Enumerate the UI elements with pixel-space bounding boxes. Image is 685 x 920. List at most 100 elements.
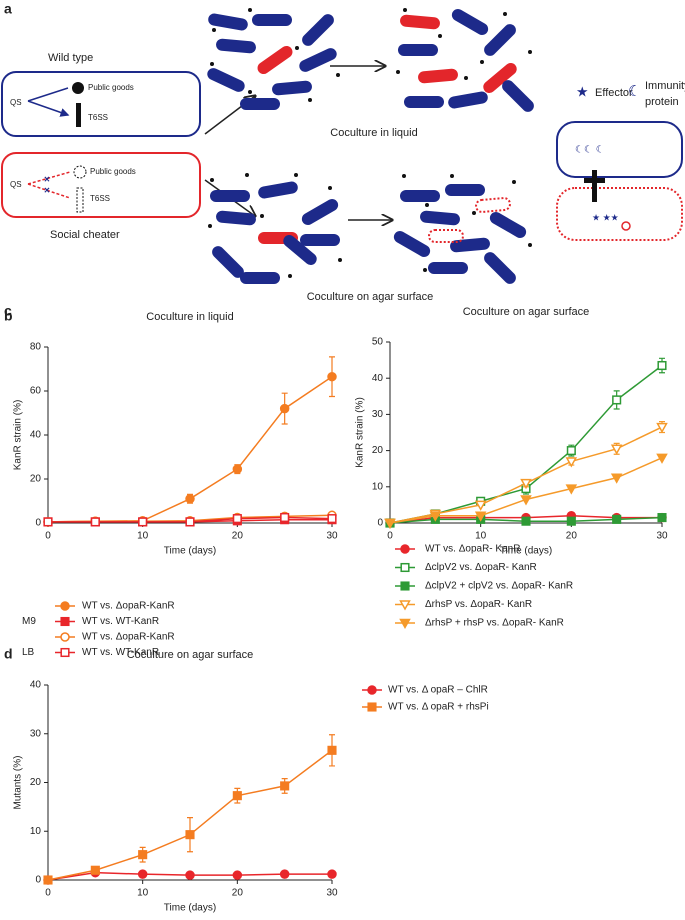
chart-title: Coculture in liquid bbox=[146, 311, 233, 323]
legend-marker bbox=[400, 562, 410, 573]
public-goods bbox=[245, 173, 249, 177]
x-tick-label: 10 bbox=[137, 888, 149, 899]
marker bbox=[565, 457, 578, 468]
legend-label: WT vs. ΔopaR-KanR bbox=[82, 632, 175, 643]
x-tick-label: 20 bbox=[232, 888, 244, 899]
legend-marker bbox=[60, 616, 70, 627]
marker bbox=[138, 850, 148, 860]
public-goods bbox=[425, 203, 429, 207]
y-tick-label: 0 bbox=[377, 518, 383, 529]
y-axis-label: Mutants (%) bbox=[13, 756, 24, 810]
legend-marker bbox=[400, 544, 410, 554]
x-tick-label: 30 bbox=[326, 531, 338, 542]
y-axis-label: KanR strain (%) bbox=[13, 400, 24, 471]
public-goods bbox=[210, 178, 214, 182]
x-tick-label: 0 bbox=[387, 531, 393, 542]
cell-box bbox=[556, 121, 683, 178]
label: Wild type bbox=[48, 52, 93, 64]
legend-marker bbox=[367, 685, 377, 695]
marker bbox=[185, 517, 195, 527]
legend-label: ΔclpV2 + clpV2 vs. ΔopaR- KanR bbox=[425, 581, 573, 592]
legend-marker bbox=[399, 618, 411, 630]
public-goods bbox=[528, 243, 532, 247]
bacterium bbox=[210, 190, 250, 202]
marker bbox=[90, 517, 100, 527]
marker bbox=[185, 494, 195, 504]
y-tick-label: 10 bbox=[30, 826, 42, 837]
public-goods bbox=[336, 73, 340, 77]
marker bbox=[566, 516, 576, 526]
effector-icon: ★ ★★ bbox=[592, 212, 619, 222]
marker bbox=[612, 514, 622, 524]
bacterium bbox=[428, 262, 468, 274]
block-icon: × bbox=[44, 186, 50, 197]
public-goods bbox=[212, 28, 216, 32]
legend-label: WT vs. ΔopaR-KanR bbox=[82, 601, 175, 612]
legend-label: WT vs. Δ opaR + rhsPi bbox=[388, 702, 489, 713]
x-tick-label: 0 bbox=[45, 531, 51, 542]
public-goods bbox=[512, 180, 516, 184]
label: Social cheater bbox=[50, 229, 120, 241]
marker bbox=[327, 371, 337, 382]
marker bbox=[280, 781, 290, 791]
lysed-bacterium bbox=[475, 197, 511, 213]
legend-group-label: M9 bbox=[22, 616, 36, 627]
y-tick-label: 40 bbox=[30, 680, 42, 691]
marker bbox=[610, 473, 623, 484]
public-goods bbox=[528, 50, 532, 54]
y-tick-label: 20 bbox=[372, 445, 384, 456]
legend-marker bbox=[60, 647, 70, 658]
bacterium bbox=[398, 44, 438, 56]
marker bbox=[185, 870, 195, 880]
marker bbox=[232, 514, 242, 524]
marker bbox=[657, 360, 667, 371]
y-tick-label: 20 bbox=[30, 777, 42, 788]
series-line bbox=[47, 749, 333, 881]
public-goods bbox=[480, 60, 484, 64]
bacterium bbox=[240, 272, 280, 284]
panel-label: c bbox=[4, 303, 12, 319]
y-tick-label: 20 bbox=[30, 474, 42, 485]
bacterium bbox=[299, 48, 337, 72]
bacterium bbox=[272, 80, 312, 96]
marker bbox=[565, 484, 578, 495]
legend-label: WT vs. WT-KanR bbox=[82, 647, 159, 658]
public-goods bbox=[295, 46, 299, 50]
bacterium bbox=[502, 80, 534, 112]
bacterium bbox=[484, 252, 516, 284]
legend-marker bbox=[399, 600, 411, 611]
public-goods-icon bbox=[73, 165, 87, 179]
bacterium bbox=[216, 210, 256, 226]
y-tick-label: 30 bbox=[372, 409, 384, 420]
y-tick-label: 50 bbox=[372, 337, 384, 348]
marker bbox=[232, 870, 243, 880]
y-axis-label: KanR strain (%) bbox=[355, 397, 366, 468]
bacterium bbox=[400, 190, 440, 202]
chart-title: Coculture on agar surface bbox=[463, 306, 590, 318]
public-goods bbox=[450, 174, 454, 178]
bacterium bbox=[216, 38, 256, 54]
public-goods bbox=[402, 174, 406, 178]
legend-marker bbox=[60, 601, 70, 611]
marker bbox=[327, 745, 337, 755]
bacterium bbox=[258, 181, 298, 199]
effector-icon: ★ bbox=[576, 84, 589, 100]
marker bbox=[279, 403, 290, 414]
bacterium bbox=[207, 68, 245, 92]
x-axis-label: Time (days) bbox=[500, 546, 552, 557]
public-goods bbox=[248, 8, 252, 12]
bacterium bbox=[489, 212, 527, 238]
y-tick-label: 40 bbox=[372, 373, 384, 384]
label: QS bbox=[10, 180, 22, 189]
bacterium bbox=[451, 9, 489, 35]
legend-marker bbox=[400, 581, 410, 591]
y-tick-label: 10 bbox=[372, 481, 384, 492]
immunity-icon: ☾ bbox=[628, 83, 641, 100]
bacterium bbox=[450, 237, 490, 253]
marker bbox=[43, 875, 53, 885]
marker bbox=[474, 511, 487, 522]
bacterium bbox=[393, 231, 431, 257]
panel-label: d bbox=[4, 646, 13, 662]
public-goods bbox=[210, 62, 214, 66]
public-goods bbox=[328, 186, 332, 190]
